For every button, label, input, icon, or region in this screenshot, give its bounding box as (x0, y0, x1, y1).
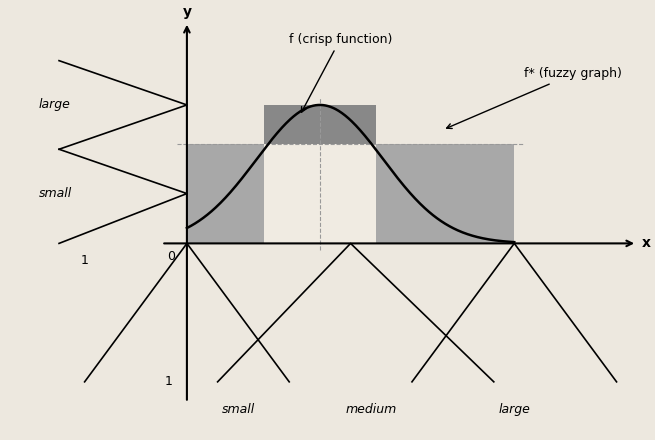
Text: large: large (39, 99, 71, 111)
Bar (263, 144, 376, 243)
Text: f* (fuzzy graph): f* (fuzzy graph) (447, 67, 622, 128)
Text: small: small (221, 403, 255, 416)
Bar (263, 105, 376, 144)
Text: small: small (39, 187, 72, 200)
Text: 1: 1 (164, 375, 172, 389)
Text: y: y (182, 5, 191, 19)
Text: f (crisp function): f (crisp function) (289, 33, 392, 112)
Text: x: x (642, 236, 651, 250)
Text: 0: 0 (166, 250, 175, 263)
Text: large: large (498, 403, 530, 416)
Text: 1: 1 (81, 254, 88, 268)
Text: medium: medium (345, 403, 397, 416)
Bar (187, 144, 514, 243)
